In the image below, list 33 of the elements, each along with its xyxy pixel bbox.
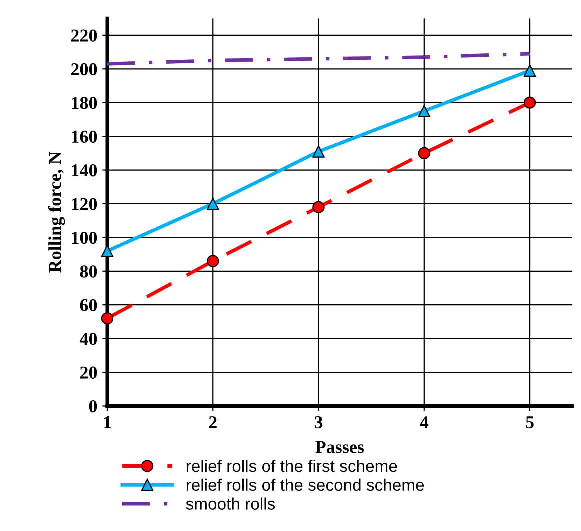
y-tick-label: 160 xyxy=(72,130,98,143)
y-tick-label: 220 xyxy=(71,30,98,42)
legend-label: relief rolls of the first scheme xyxy=(186,460,398,472)
x-tick-label: 2 xyxy=(209,416,217,428)
point xyxy=(312,146,325,158)
y-tick-label: 60 xyxy=(80,299,98,312)
y-tick-label: 20 xyxy=(80,366,98,379)
x-tick-label: 5 xyxy=(526,416,534,429)
x-tick-label: 3 xyxy=(314,416,323,429)
point xyxy=(207,198,220,210)
point xyxy=(524,64,536,77)
y-tick-label: 180 xyxy=(72,97,98,110)
x-tick-label: 4 xyxy=(420,416,429,428)
y-axis-title: Rolling force, N xyxy=(48,152,66,273)
point xyxy=(312,201,325,214)
y-tick-label: 200 xyxy=(71,63,98,76)
x-axis-title: Passes xyxy=(316,441,364,454)
y-tick-label: 40 xyxy=(80,333,98,346)
point xyxy=(418,105,431,118)
y-tick-label: 140 xyxy=(72,164,98,177)
x-tick-label: 1 xyxy=(104,416,112,428)
point xyxy=(524,96,536,109)
legend-label: smooth rolls xyxy=(186,498,276,510)
point xyxy=(101,312,114,325)
point xyxy=(418,147,431,160)
y-tick-label: 0 xyxy=(89,400,98,413)
line-series xyxy=(106,52,532,66)
y-tick-label: 80 xyxy=(80,266,98,278)
point xyxy=(207,255,220,268)
legend-label: relief rolls of the second scheme xyxy=(186,478,424,492)
point xyxy=(101,245,114,258)
y-tick-label: 120 xyxy=(72,198,98,210)
y-tick-label: 100 xyxy=(72,232,98,244)
